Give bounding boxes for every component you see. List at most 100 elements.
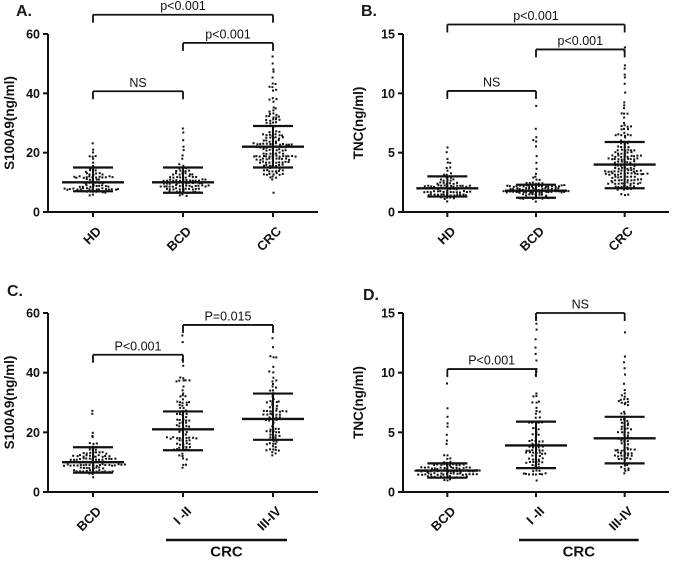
scatter-point: [547, 185, 550, 188]
scatter-point: [458, 467, 461, 470]
scatter-point: [623, 467, 626, 470]
scatter-point: [85, 184, 88, 187]
scatter-point: [433, 193, 436, 196]
scatter-point: [269, 152, 272, 155]
scatter-point: [462, 193, 465, 196]
scatter-point: [437, 193, 439, 196]
scatter-point: [620, 454, 623, 457]
scatter-point: [535, 172, 537, 175]
scatter-point: [178, 430, 181, 433]
scatter-point: [172, 173, 175, 176]
scatter-point: [443, 467, 446, 469]
scatter-point: [272, 70, 275, 73]
scatter-point: [275, 121, 277, 124]
scatter-point: [95, 188, 98, 191]
scatter-point: [469, 190, 472, 193]
scatter-point: [263, 155, 265, 157]
scatter-point: [104, 464, 107, 466]
scatter-point: [98, 451, 101, 454]
scatter-point: [182, 392, 185, 395]
scatter-point: [275, 407, 278, 410]
scatter-point: [269, 389, 272, 392]
scatter-point: [623, 73, 626, 76]
scatter-point: [120, 463, 123, 466]
scatter-point: [442, 191, 445, 193]
scatter-point: [421, 473, 424, 476]
scatter-point: [624, 373, 626, 376]
scatter-point: [554, 185, 557, 188]
scatter-point: [531, 185, 534, 188]
scatter-point: [104, 191, 107, 194]
scatter-point: [275, 379, 278, 382]
scatter-point: [168, 188, 171, 191]
scatter-point: [611, 172, 614, 175]
scatter-point: [534, 127, 537, 130]
scatter-point: [456, 193, 459, 196]
scatter-point: [98, 184, 101, 187]
y-tick-label: 10: [381, 366, 395, 380]
scatter-point: [169, 178, 172, 181]
scatter-point: [613, 158, 616, 160]
scatter-point: [420, 466, 423, 469]
scatter-point: [259, 143, 262, 146]
scatter-point: [278, 164, 281, 166]
sig-bracket-label: p<0.001: [558, 34, 604, 48]
scatter-point: [446, 382, 448, 385]
scatter-point: [92, 476, 95, 479]
scatter-point: [459, 472, 462, 475]
scatter-point: [195, 437, 198, 440]
scatter-point: [528, 460, 531, 463]
scatter-point: [281, 161, 284, 164]
scatter-point: [275, 176, 278, 179]
scatter-point: [623, 403, 626, 406]
scatter-point: [171, 185, 174, 188]
scatter-point: [98, 172, 101, 175]
scatter-point: [185, 179, 188, 182]
scatter-point: [630, 125, 632, 128]
scatter-point: [626, 161, 629, 164]
scatter-point: [272, 376, 275, 379]
scatter-point: [452, 191, 455, 194]
scatter-point: [535, 410, 538, 412]
scatter-point: [437, 184, 440, 187]
scatter-point: [538, 449, 541, 452]
scatter-point: [516, 187, 519, 190]
scatter-point: [105, 452, 108, 455]
scatter-point: [272, 121, 275, 124]
scatter-point: [79, 188, 82, 191]
scatter-point: [636, 178, 639, 181]
scatter-point: [626, 179, 629, 182]
scatter-point: [623, 107, 625, 110]
scatter-point: [620, 394, 623, 397]
scatter-point: [613, 161, 616, 164]
scatter-point: [278, 148, 281, 151]
scatter-point: [72, 464, 75, 467]
scatter-point: [640, 173, 643, 176]
scatter-point: [271, 385, 274, 388]
scatter-point: [184, 379, 187, 382]
scatter-point: [82, 470, 85, 473]
scatter-point: [275, 88, 278, 91]
scatter-point: [252, 142, 255, 145]
scatter-point: [620, 193, 623, 196]
scatter-point: [531, 454, 534, 457]
scatter-point: [89, 185, 92, 188]
scatter-point: [79, 466, 82, 469]
scatter-point: [455, 191, 458, 194]
scatter-point: [508, 185, 511, 188]
y-axis-title: S100A9(ng/ml): [2, 76, 17, 170]
scatter-point: [627, 193, 630, 196]
scatter-point: [275, 172, 278, 175]
scatter-point: [515, 185, 518, 188]
scatter-point: [78, 185, 81, 188]
scatter-point: [188, 169, 191, 172]
scatter-point: [256, 143, 259, 146]
scatter-point: [178, 413, 181, 416]
scatter-point: [287, 161, 290, 163]
scatter-point: [185, 439, 188, 442]
scatter-point: [522, 472, 525, 475]
scatter-point: [175, 170, 178, 172]
scatter-point: [554, 187, 557, 190]
scatter-point: [175, 184, 178, 187]
scatter-point: [443, 184, 446, 187]
